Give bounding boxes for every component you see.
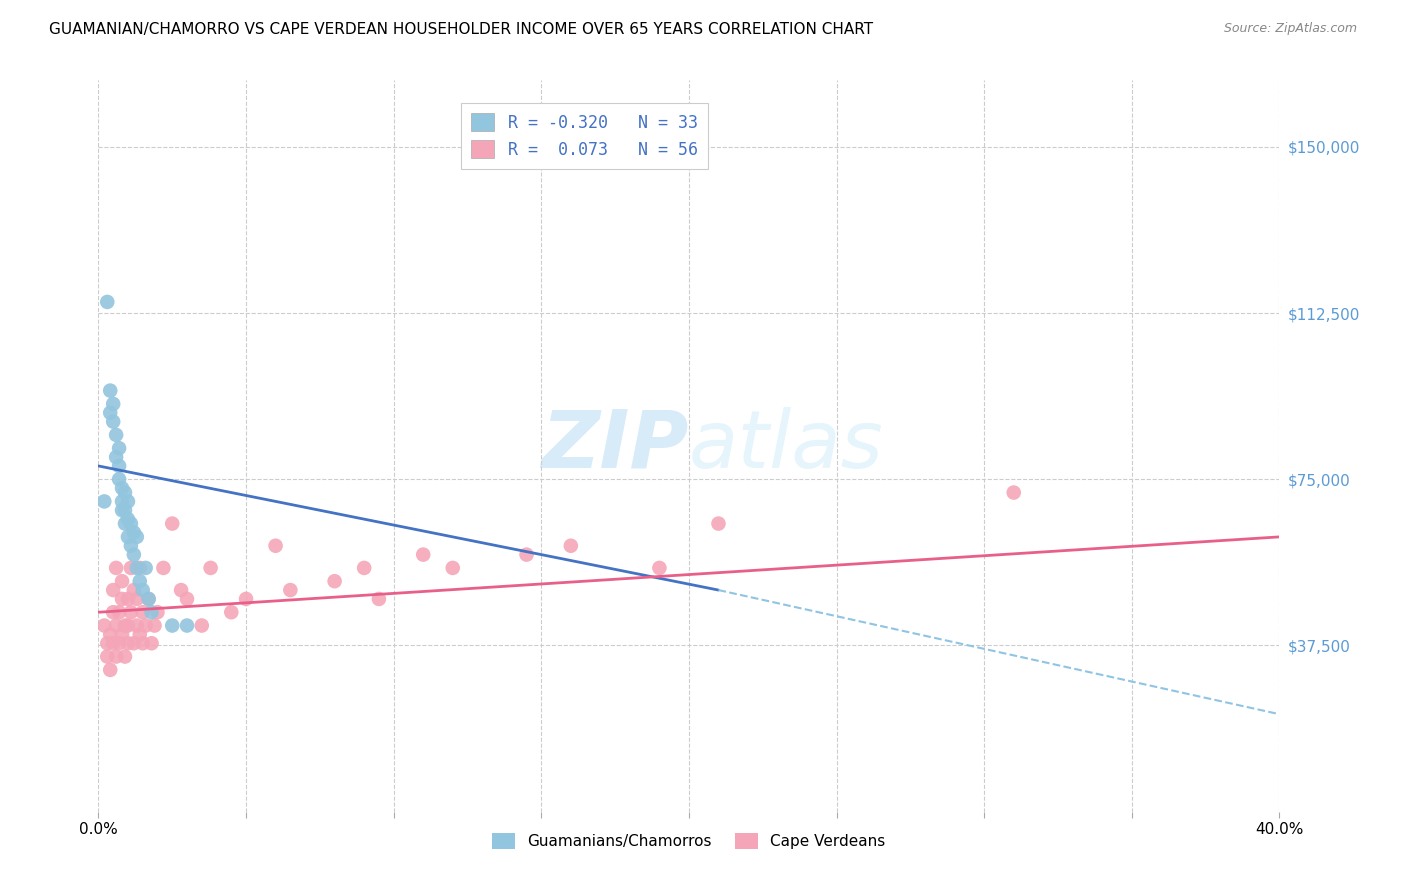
Point (117, 618, 139, 632)
Point (125, 561, 148, 575)
Point (117, 591, 139, 606)
Point (176, 591, 198, 606)
Point (441, 561, 464, 575)
Point (105, 618, 128, 632)
Point (162, 516, 183, 531)
Legend: Guamanians/Chamorros, Cape Verdeans: Guamanians/Chamorros, Cape Verdeans (486, 826, 891, 855)
Point (368, 591, 391, 606)
Point (128, 627, 150, 641)
Point (103, 397, 125, 411)
Point (412, 548, 434, 562)
Point (111, 574, 134, 589)
Point (132, 583, 155, 598)
Point (114, 485, 136, 500)
Point (114, 516, 136, 531)
Text: ZIP: ZIP (541, 407, 689, 485)
Point (122, 636, 145, 650)
Point (120, 539, 142, 553)
Point (120, 516, 142, 531)
Text: GUAMANIAN/CHAMORRO VS CAPE VERDEAN HOUSEHOLDER INCOME OVER 65 YEARS CORRELATION : GUAMANIAN/CHAMORRO VS CAPE VERDEAN HOUSE… (49, 22, 873, 37)
Point (170, 583, 193, 598)
Point (105, 428, 128, 442)
Point (111, 591, 134, 606)
Point (707, 516, 730, 531)
Text: atlas: atlas (689, 407, 884, 485)
Point (96, 294, 118, 309)
Point (516, 548, 538, 562)
Point (114, 649, 136, 664)
Text: Source: ZipAtlas.com: Source: ZipAtlas.com (1223, 22, 1357, 36)
Point (117, 494, 139, 508)
Point (235, 591, 257, 606)
Point (117, 530, 139, 544)
Point (152, 561, 174, 575)
Point (114, 618, 136, 632)
Point (111, 481, 134, 495)
Point (105, 561, 128, 575)
Point (353, 561, 375, 575)
Point (138, 591, 160, 606)
Point (93, 494, 115, 508)
Point (122, 525, 145, 540)
Point (264, 539, 287, 553)
Point (93, 618, 115, 632)
Point (120, 605, 142, 619)
Point (108, 458, 131, 473)
Point (125, 591, 148, 606)
Point (128, 574, 150, 589)
Point (111, 494, 134, 508)
Point (108, 441, 131, 455)
Point (108, 605, 131, 619)
Point (111, 503, 134, 517)
Point (141, 605, 163, 619)
Point (98, 663, 121, 677)
Point (135, 618, 157, 632)
Point (117, 512, 139, 526)
Point (125, 618, 148, 632)
Point (105, 649, 128, 664)
Point (132, 605, 155, 619)
Point (96, 649, 118, 664)
Point (103, 415, 125, 429)
Point (143, 618, 166, 632)
Point (176, 618, 198, 632)
Point (111, 627, 134, 641)
Point (105, 450, 128, 464)
Point (120, 561, 142, 575)
Point (103, 605, 125, 619)
Point (114, 503, 136, 517)
Point (103, 583, 125, 598)
Point (98, 627, 121, 641)
Point (122, 548, 145, 562)
Point (560, 539, 582, 553)
Point (138, 591, 160, 606)
Point (96, 636, 118, 650)
Point (1002, 485, 1025, 500)
Point (98, 384, 121, 398)
Point (108, 636, 131, 650)
Point (128, 561, 150, 575)
Point (98, 406, 121, 420)
Point (117, 636, 139, 650)
Point (103, 636, 125, 650)
Point (132, 636, 155, 650)
Point (146, 605, 169, 619)
Point (200, 561, 222, 575)
Point (162, 618, 183, 632)
Point (125, 530, 148, 544)
Point (280, 583, 302, 598)
Point (108, 472, 131, 486)
Point (221, 605, 243, 619)
Point (141, 636, 163, 650)
Point (648, 561, 671, 575)
Point (323, 574, 346, 589)
Point (122, 583, 145, 598)
Point (191, 618, 214, 632)
Point (135, 561, 157, 575)
